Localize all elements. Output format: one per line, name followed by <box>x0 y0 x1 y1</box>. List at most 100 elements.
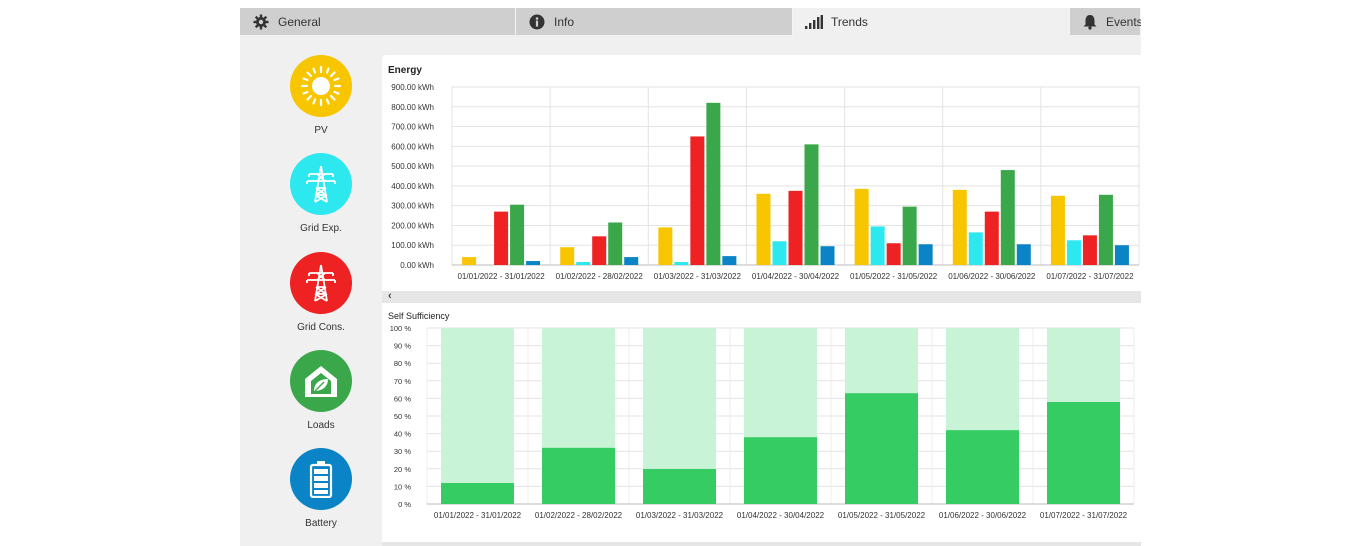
energy-bar <box>576 262 591 265</box>
sun-icon <box>290 55 352 117</box>
x-tick-label: 01/02/2022 - 28/02/2022 <box>535 511 623 520</box>
chart-title: Energy <box>388 65 422 76</box>
tab-events-label: Events <box>1106 14 1141 29</box>
sidebar-item-label: Grid Exp. <box>300 223 342 234</box>
sidebar-item-label: Battery <box>305 518 337 529</box>
energy-bar <box>690 136 705 265</box>
energy-bar <box>494 211 509 265</box>
energy-bar <box>918 244 933 265</box>
sidebar-item-label: PV <box>314 125 328 136</box>
y-tick-label: 400.00 kWh <box>391 182 434 191</box>
self-sufficiency-bar <box>441 328 514 483</box>
energy-bar <box>952 189 967 265</box>
y-tick-label: 20 % <box>394 465 411 474</box>
power-pylon-icon <box>290 252 352 314</box>
energy-bar <box>722 256 737 265</box>
self-sufficiency-bar <box>845 328 918 394</box>
y-tick-label: 500.00 kWh <box>391 162 434 171</box>
energy-bar <box>1082 235 1097 265</box>
energy-chart: Energy 900.00 kWh 800.00 kWh 700.00 kWh 600.… <box>388 65 1140 281</box>
energy-bar <box>624 257 639 265</box>
x-tick-label: 01/06/2022 - 30/06/2022 <box>948 272 1036 281</box>
x-tick-label: 01/07/2022 - 31/07/2022 <box>1046 272 1134 281</box>
sidebar-item-grid-cons[interactable]: Grid Cons. <box>290 252 352 333</box>
y-tick-label: 80 % <box>394 359 411 368</box>
tab-trends[interactable]: Trends <box>793 8 1070 35</box>
tab-general-label: General <box>278 14 321 29</box>
self-sufficiency-bar <box>744 328 817 438</box>
sidebar-item-loads[interactable]: Loads <box>290 350 352 431</box>
y-tick-label: 60 % <box>394 394 411 403</box>
self-sufficiency-bar <box>1047 328 1120 402</box>
self-sufficiency-bar <box>946 430 1019 504</box>
self-sufficiency-bar <box>542 328 615 448</box>
energy-bar <box>510 204 525 265</box>
self-sufficiency-bar <box>643 468 716 504</box>
info-icon <box>528 13 546 31</box>
energy-bar <box>886 243 901 265</box>
x-tick-label: 01/03/2022 - 31/03/2022 <box>636 511 724 520</box>
energy-bar <box>756 193 771 265</box>
x-tick-label: 01/01/2022 - 31/01/2022 <box>457 272 545 281</box>
energy-bar <box>1098 194 1113 265</box>
energy-bar <box>462 257 477 265</box>
energy-bar <box>804 144 819 265</box>
battery-icon <box>290 448 352 510</box>
gear-icon <box>252 13 270 31</box>
y-tick-label: 40 % <box>394 430 411 439</box>
self-sufficiency-bar <box>643 328 716 469</box>
sidebar-item-battery[interactable]: Battery <box>290 448 352 529</box>
energy-bar <box>1050 195 1065 265</box>
tab-info[interactable]: Info <box>516 8 793 35</box>
self-sufficiency-bar <box>441 482 514 504</box>
energy-bar <box>560 247 575 265</box>
energy-bar <box>1066 240 1081 265</box>
energy-bar <box>1114 245 1129 265</box>
x-tick-label: 01/03/2022 - 31/03/2022 <box>654 272 742 281</box>
chart-scrollbar[interactable]: ‹ <box>382 290 1141 303</box>
y-tick-label: 30 % <box>394 447 411 456</box>
tab-trends-label: Trends <box>831 14 868 29</box>
sidebar-item-grid-exp[interactable]: Grid Exp. <box>290 153 352 234</box>
energy-bar <box>1000 170 1015 265</box>
self-sufficiency-bar <box>946 328 1019 431</box>
x-tick-label: 01/05/2022 - 31/05/2022 <box>838 511 926 520</box>
y-tick-label: 800.00 kWh <box>391 103 434 112</box>
power-pylon-icon <box>290 153 352 215</box>
y-tick-label: 200.00 kWh <box>391 221 434 230</box>
tab-events[interactable]: Events <box>1070 8 1141 35</box>
x-tick-label: 01/07/2022 - 31/07/2022 <box>1040 511 1128 520</box>
y-tick-label: 70 % <box>394 377 411 386</box>
self-sufficiency-bar <box>744 437 817 504</box>
bottom-scrollbar[interactable] <box>382 542 1141 546</box>
y-tick-label: 0 % <box>398 500 411 509</box>
energy-bar <box>608 222 623 265</box>
energy-bar <box>526 261 541 265</box>
energy-bar <box>870 226 885 265</box>
x-tick-label: 01/05/2022 - 31/05/2022 <box>850 272 938 281</box>
y-tick-label: 10 % <box>394 482 411 491</box>
energy-bar <box>902 206 917 265</box>
energy-bar <box>1016 244 1031 265</box>
energy-bar <box>658 227 673 265</box>
y-tick-label: 100.00 kWh <box>391 241 434 250</box>
sidebar-item-pv[interactable]: PV <box>290 55 352 136</box>
scroll-left-icon[interactable]: ‹ <box>388 290 392 302</box>
house-leaf-icon <box>290 350 352 412</box>
x-tick-label: 01/06/2022 - 30/06/2022 <box>939 511 1027 520</box>
tab-general[interactable]: General <box>240 8 516 35</box>
x-tick-label: 01/02/2022 - 28/02/2022 <box>556 272 644 281</box>
energy-bar <box>820 246 835 265</box>
tab-bar: General Info Trends Events <box>240 8 1141 35</box>
bell-icon <box>1082 13 1098 31</box>
energy-bar <box>968 232 983 265</box>
energy-bar <box>674 262 689 265</box>
signal-bars-icon <box>805 13 823 31</box>
y-tick-label: 50 % <box>394 412 411 421</box>
y-tick-label: 900.00 kWh <box>391 83 434 92</box>
energy-bar <box>854 188 869 265</box>
y-tick-label: 100 % <box>390 324 412 333</box>
sidebar-item-label: Grid Cons. <box>297 322 345 333</box>
energy-bar <box>706 102 721 265</box>
x-tick-label: 01/01/2022 - 31/01/2022 <box>434 511 522 520</box>
